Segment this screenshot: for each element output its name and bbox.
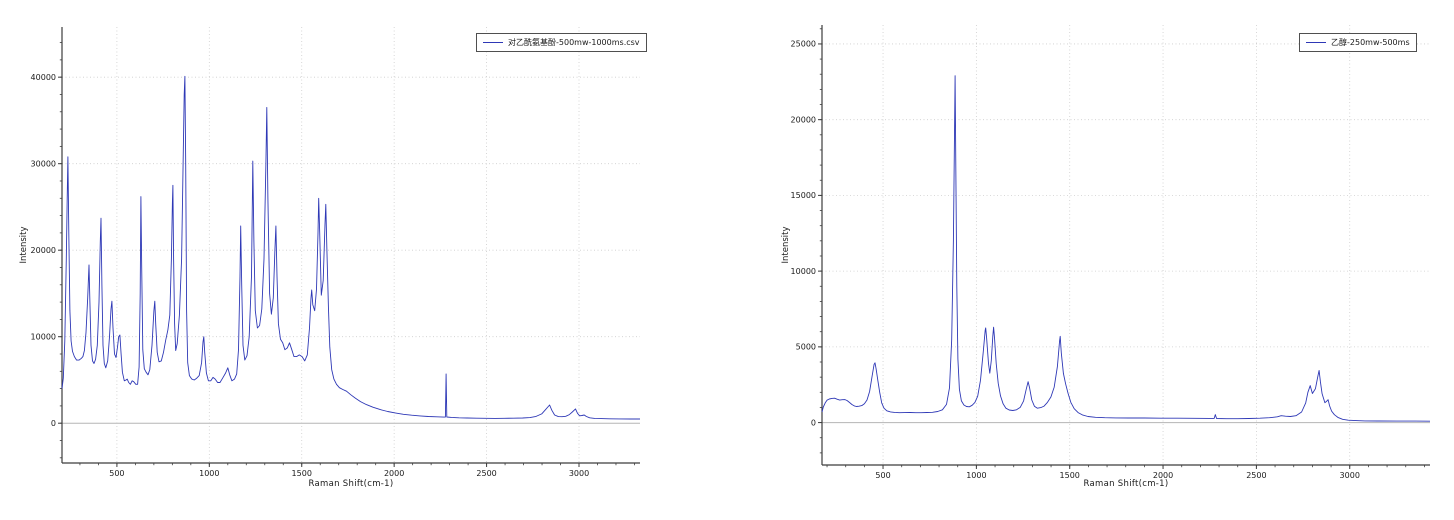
svg-text:3000: 3000 bbox=[569, 469, 589, 478]
svg-text:10000: 10000 bbox=[31, 332, 56, 341]
svg-text:20000: 20000 bbox=[791, 115, 816, 124]
svg-text:1000: 1000 bbox=[966, 471, 986, 480]
svg-text:1000: 1000 bbox=[199, 469, 219, 478]
right-legend-label: 乙醇-250mw-500ms bbox=[1331, 38, 1410, 47]
svg-text:2000: 2000 bbox=[384, 469, 404, 478]
svg-text:1500: 1500 bbox=[1060, 471, 1080, 480]
svg-text:500: 500 bbox=[875, 471, 890, 480]
svg-text:2000: 2000 bbox=[1153, 471, 1173, 480]
svg-text:0: 0 bbox=[811, 418, 816, 427]
svg-text:15000: 15000 bbox=[791, 191, 816, 200]
left-legend-label: 对乙酰氨基酚-500mw-1000ms.csv bbox=[508, 38, 640, 47]
svg-text:20000: 20000 bbox=[31, 246, 56, 255]
svg-text:3000: 3000 bbox=[1340, 471, 1360, 480]
svg-text:500: 500 bbox=[109, 469, 124, 478]
svg-text:5000: 5000 bbox=[796, 343, 816, 352]
svg-text:2500: 2500 bbox=[1246, 471, 1266, 480]
svg-text:30000: 30000 bbox=[31, 159, 56, 168]
right-legend: 乙醇-250mw-500ms bbox=[1299, 33, 1417, 52]
right-y-axis-label: Intensity bbox=[781, 226, 791, 264]
svg-text:0: 0 bbox=[51, 419, 56, 428]
left-legend-line-sample-icon bbox=[483, 42, 503, 43]
svg-text:25000: 25000 bbox=[791, 40, 816, 49]
left-x-axis-label: Raman Shift(cm-1) bbox=[308, 479, 394, 489]
right-legend-line-sample-icon bbox=[1306, 42, 1326, 43]
svg-text:2500: 2500 bbox=[476, 469, 496, 478]
left-legend: 对乙酰氨基酚-500mw-1000ms.csv bbox=[476, 33, 647, 52]
svg-text:40000: 40000 bbox=[31, 73, 56, 82]
svg-text:1500: 1500 bbox=[292, 469, 312, 478]
svg-text:10000: 10000 bbox=[791, 267, 816, 276]
right-x-axis-label: Raman Shift(cm-1) bbox=[1083, 479, 1169, 489]
left-raman-chart-canvas: 500 1000 1500 2000 2500 300001000020000300004… bbox=[31, 27, 640, 478]
right-raman-chart-canvas: 500 1000 1500 2000 2500 3000 0 5000 10000 15000 20… bbox=[791, 25, 1431, 480]
left-y-axis-label: Intensity bbox=[19, 226, 29, 264]
